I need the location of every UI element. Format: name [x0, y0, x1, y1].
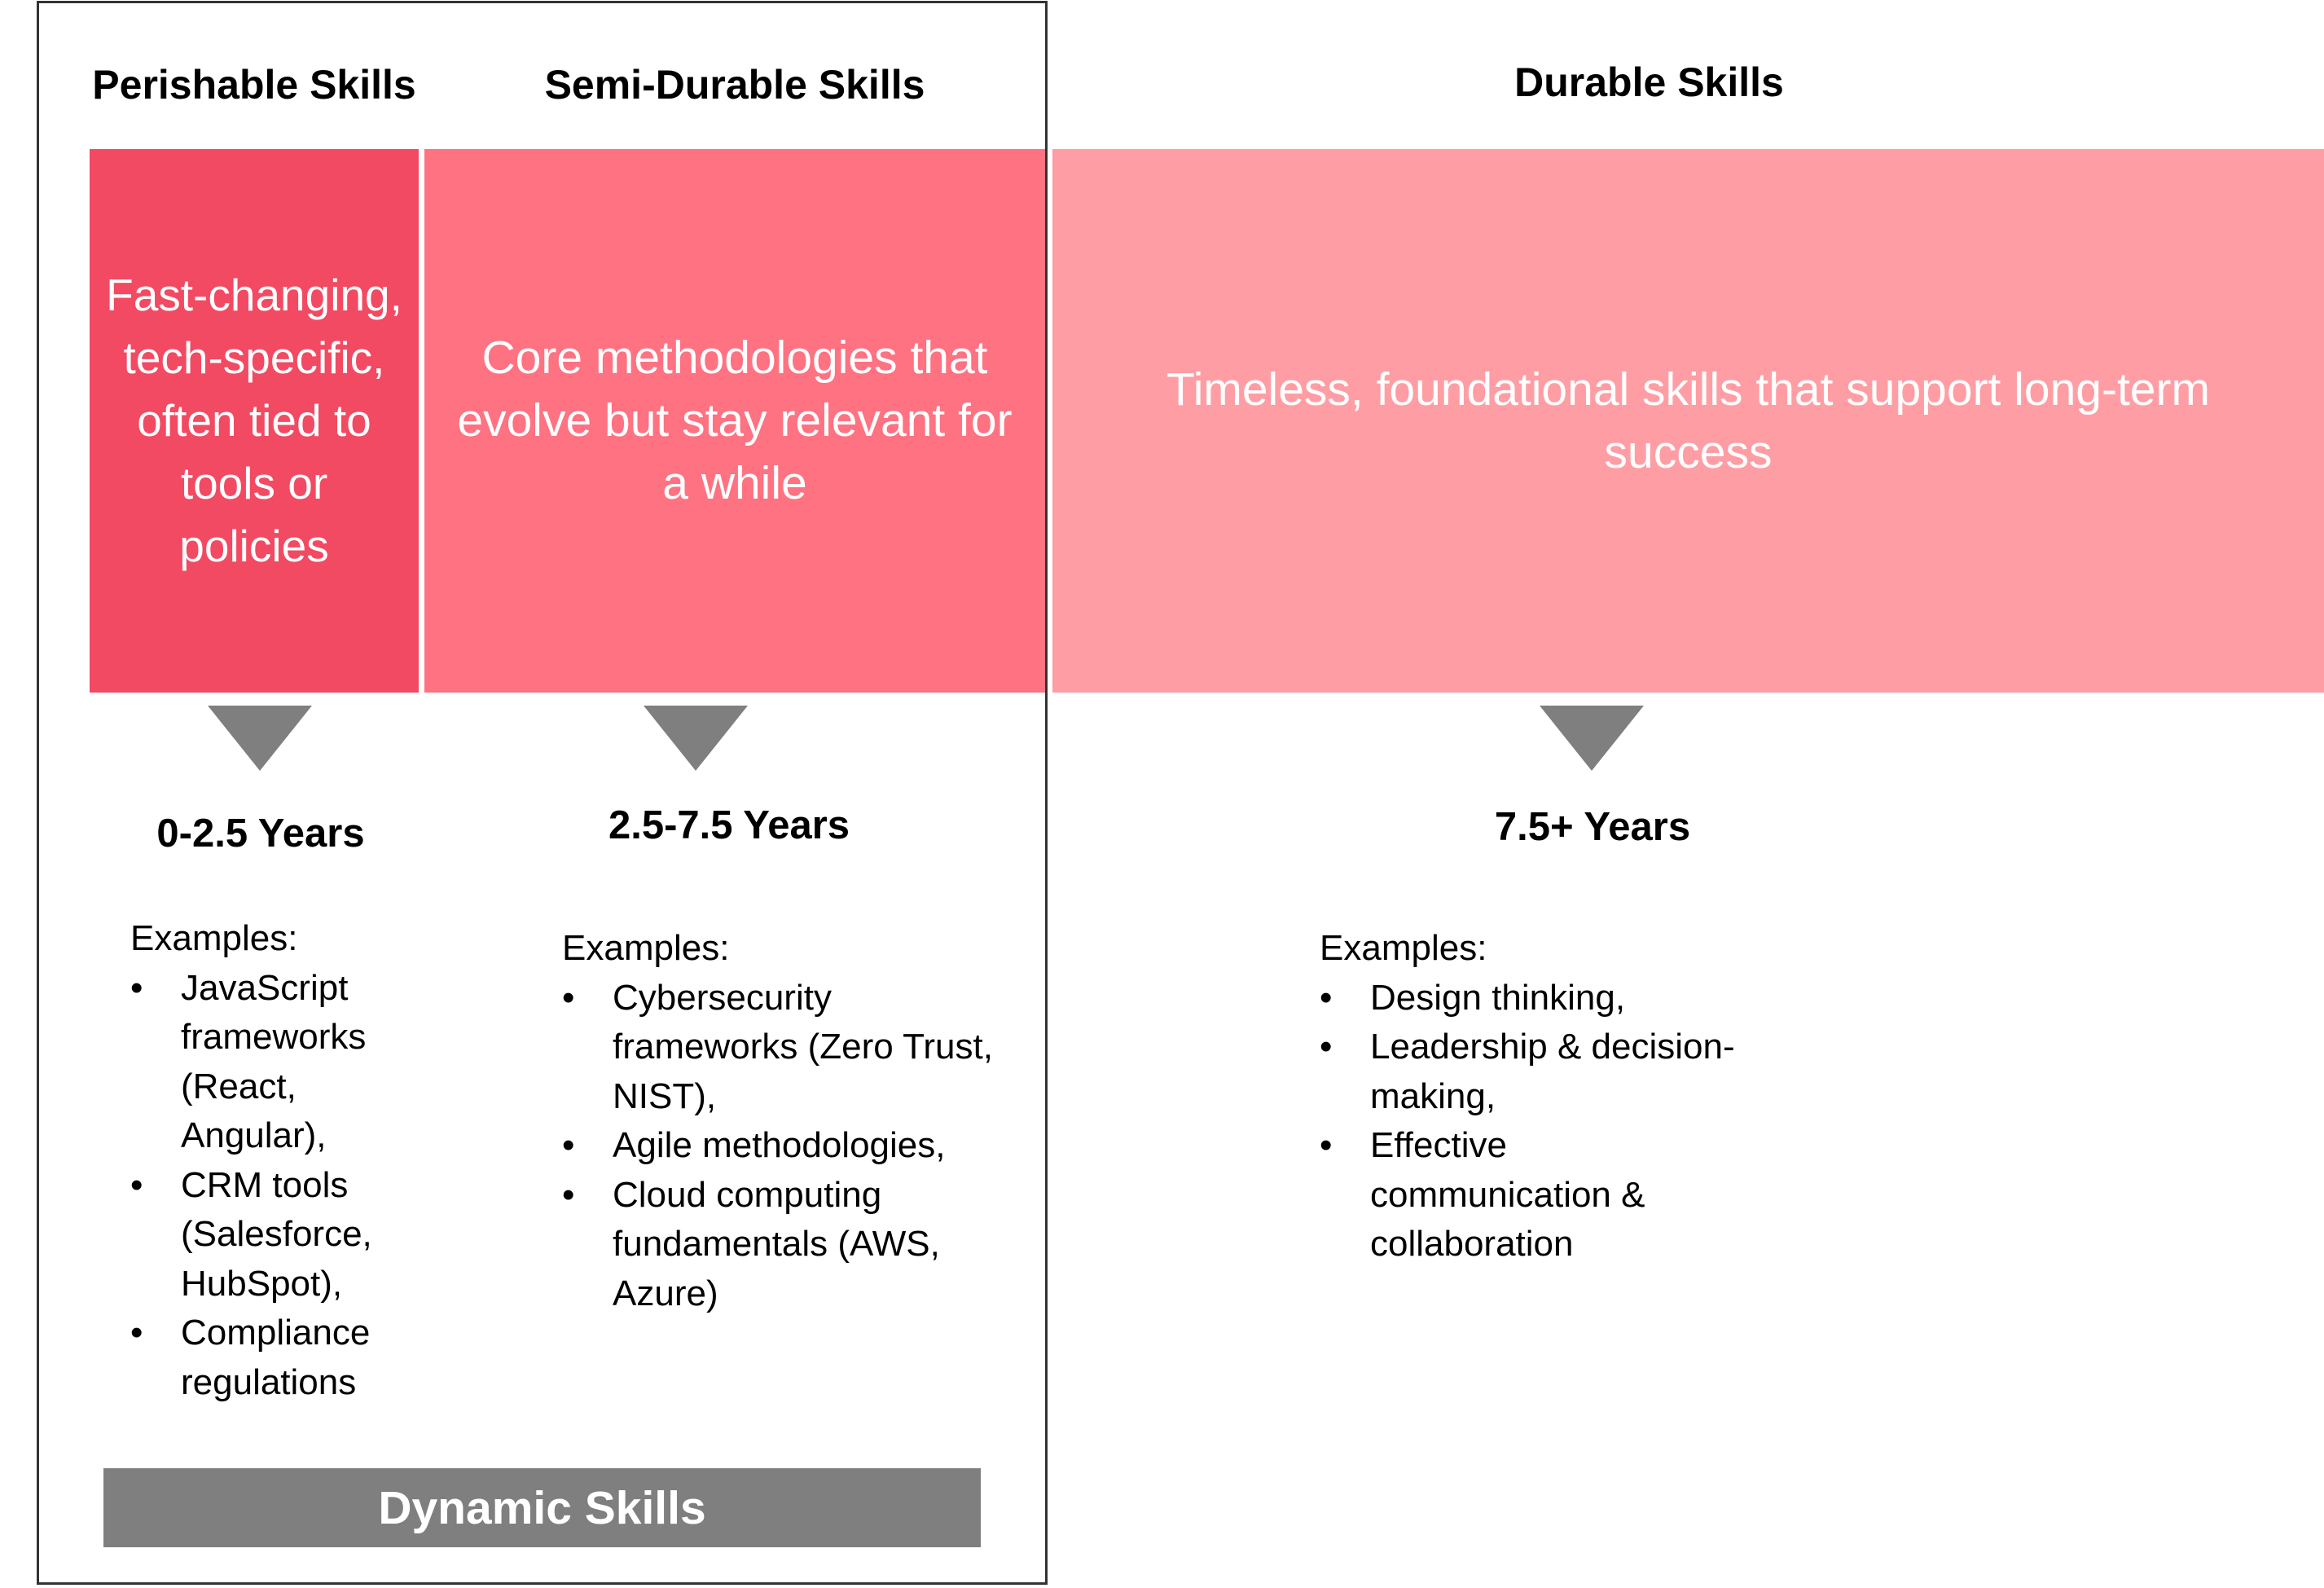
semi-durable-down-arrow-icon [644, 706, 748, 771]
list-item: Cloud computing fundamentals (AWS, Azure… [562, 1171, 1018, 1319]
dynamic-skills-frame [37, 1, 1048, 1585]
perishable-heading: Perishable Skills [92, 62, 416, 108]
durable-down-arrow-icon [1540, 706, 1644, 771]
list-item: Agile methodologies, [562, 1121, 1018, 1171]
dynamic-skills-bar: Dynamic Skills [103, 1468, 981, 1547]
semi-durable-description: Core methodologies that evolve but stay … [457, 332, 1013, 509]
durable-examples: Examples: Design thinking, Leadership & … [1320, 924, 1743, 1269]
perishable-description-box: Fast-changing, tech-specific, often tied… [90, 149, 419, 693]
dynamic-skills-label: Dynamic Skills [378, 1481, 706, 1534]
perishable-years: 0-2.5 Years [156, 812, 365, 856]
list-item: Cybersecurity frameworks (Zero Trust, NI… [562, 974, 1018, 1122]
perishable-down-arrow-icon [208, 706, 312, 771]
examples-label: Examples: [1320, 928, 1487, 968]
durable-years: 7.5+ Years [1494, 805, 1691, 849]
durable-description-box: Timeless, foundational skills that suppo… [1052, 149, 2324, 693]
list-item: Compliance regulations [130, 1309, 407, 1407]
durable-description: Timeless, foundational skills that suppo… [1166, 363, 2210, 478]
list-item: Design thinking, [1320, 974, 1743, 1023]
semi-durable-description-box: Core methodologies that evolve but stay … [424, 149, 1045, 693]
semi-durable-heading: Semi-Durable Skills [544, 62, 925, 108]
examples-label: Examples: [130, 918, 298, 958]
semi-durable-years: 2.5-7.5 Years [608, 803, 850, 847]
semi-durable-examples: Examples: Cybersecurity frameworks (Zero… [562, 924, 1018, 1318]
list-item: Effective communication & collaboration [1320, 1121, 1743, 1269]
perishable-description: Fast-changing, tech-specific, often tied… [106, 270, 402, 571]
list-item: Leadership & decision-making, [1320, 1023, 1743, 1121]
list-item: JavaScript frameworks (React, Angular), [130, 964, 407, 1161]
list-item: CRM tools (Salesforce, HubSpot), [130, 1161, 407, 1309]
examples-label: Examples: [562, 928, 730, 968]
perishable-examples: Examples: JavaScript frameworks (React, … [130, 914, 407, 1407]
durable-heading: Durable Skills [1514, 59, 1784, 105]
